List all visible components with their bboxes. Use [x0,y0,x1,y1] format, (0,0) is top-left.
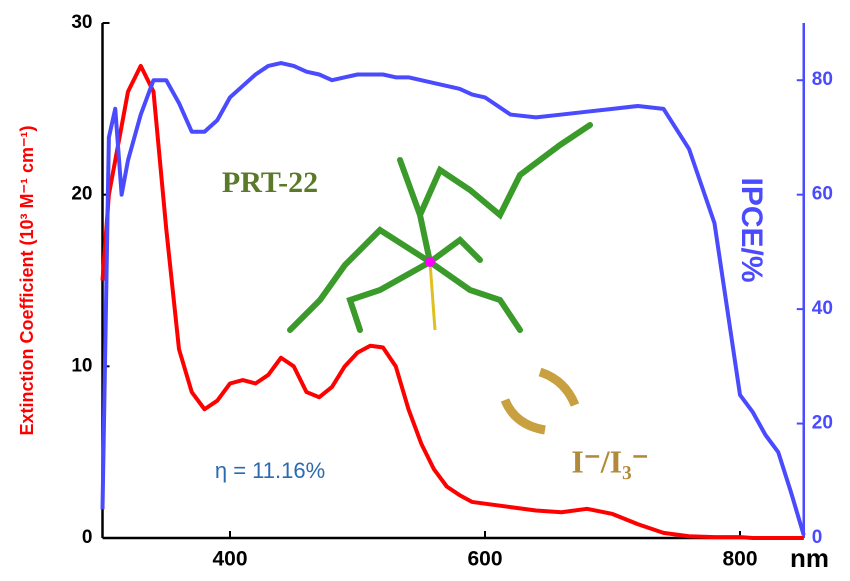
x-tick-label: 400 [212,548,247,571]
y2-tick-label: 40 [812,298,833,319]
y2-tick-label: 80 [812,69,833,90]
molecule-bond [430,262,435,330]
molecule-sketch [290,125,590,330]
y-axis-label: Extinction Coefficient (10³ M⁻¹ cm⁻¹) [17,125,37,435]
y-tick-label: 30 [71,12,92,33]
cycle-arrow [505,400,545,430]
x-axis-label: nm [790,543,829,573]
series-line [103,66,804,538]
y-tick-label: 10 [71,355,92,376]
y2-tick-label: 20 [812,413,833,434]
molecule-center [425,257,435,267]
y-tick-label: 0 [82,527,93,548]
compound-label: PRT-22 [222,166,318,199]
chart: PRT-22 η = 11.16% I⁻/I₃⁻ 010203002040608… [0,0,850,581]
y2-tick-label: 60 [812,184,833,205]
redox-label: I⁻/I₃⁻ [571,443,648,479]
y-tick-label: 20 [71,184,92,205]
x-tick-label: 800 [722,548,757,571]
series-line [103,63,804,535]
x-tick-label: 600 [467,548,502,571]
cycle-arrow [540,372,575,405]
efficiency-label: η = 11.16% [215,458,325,483]
y2-axis-label: IPCE/% [735,177,768,282]
